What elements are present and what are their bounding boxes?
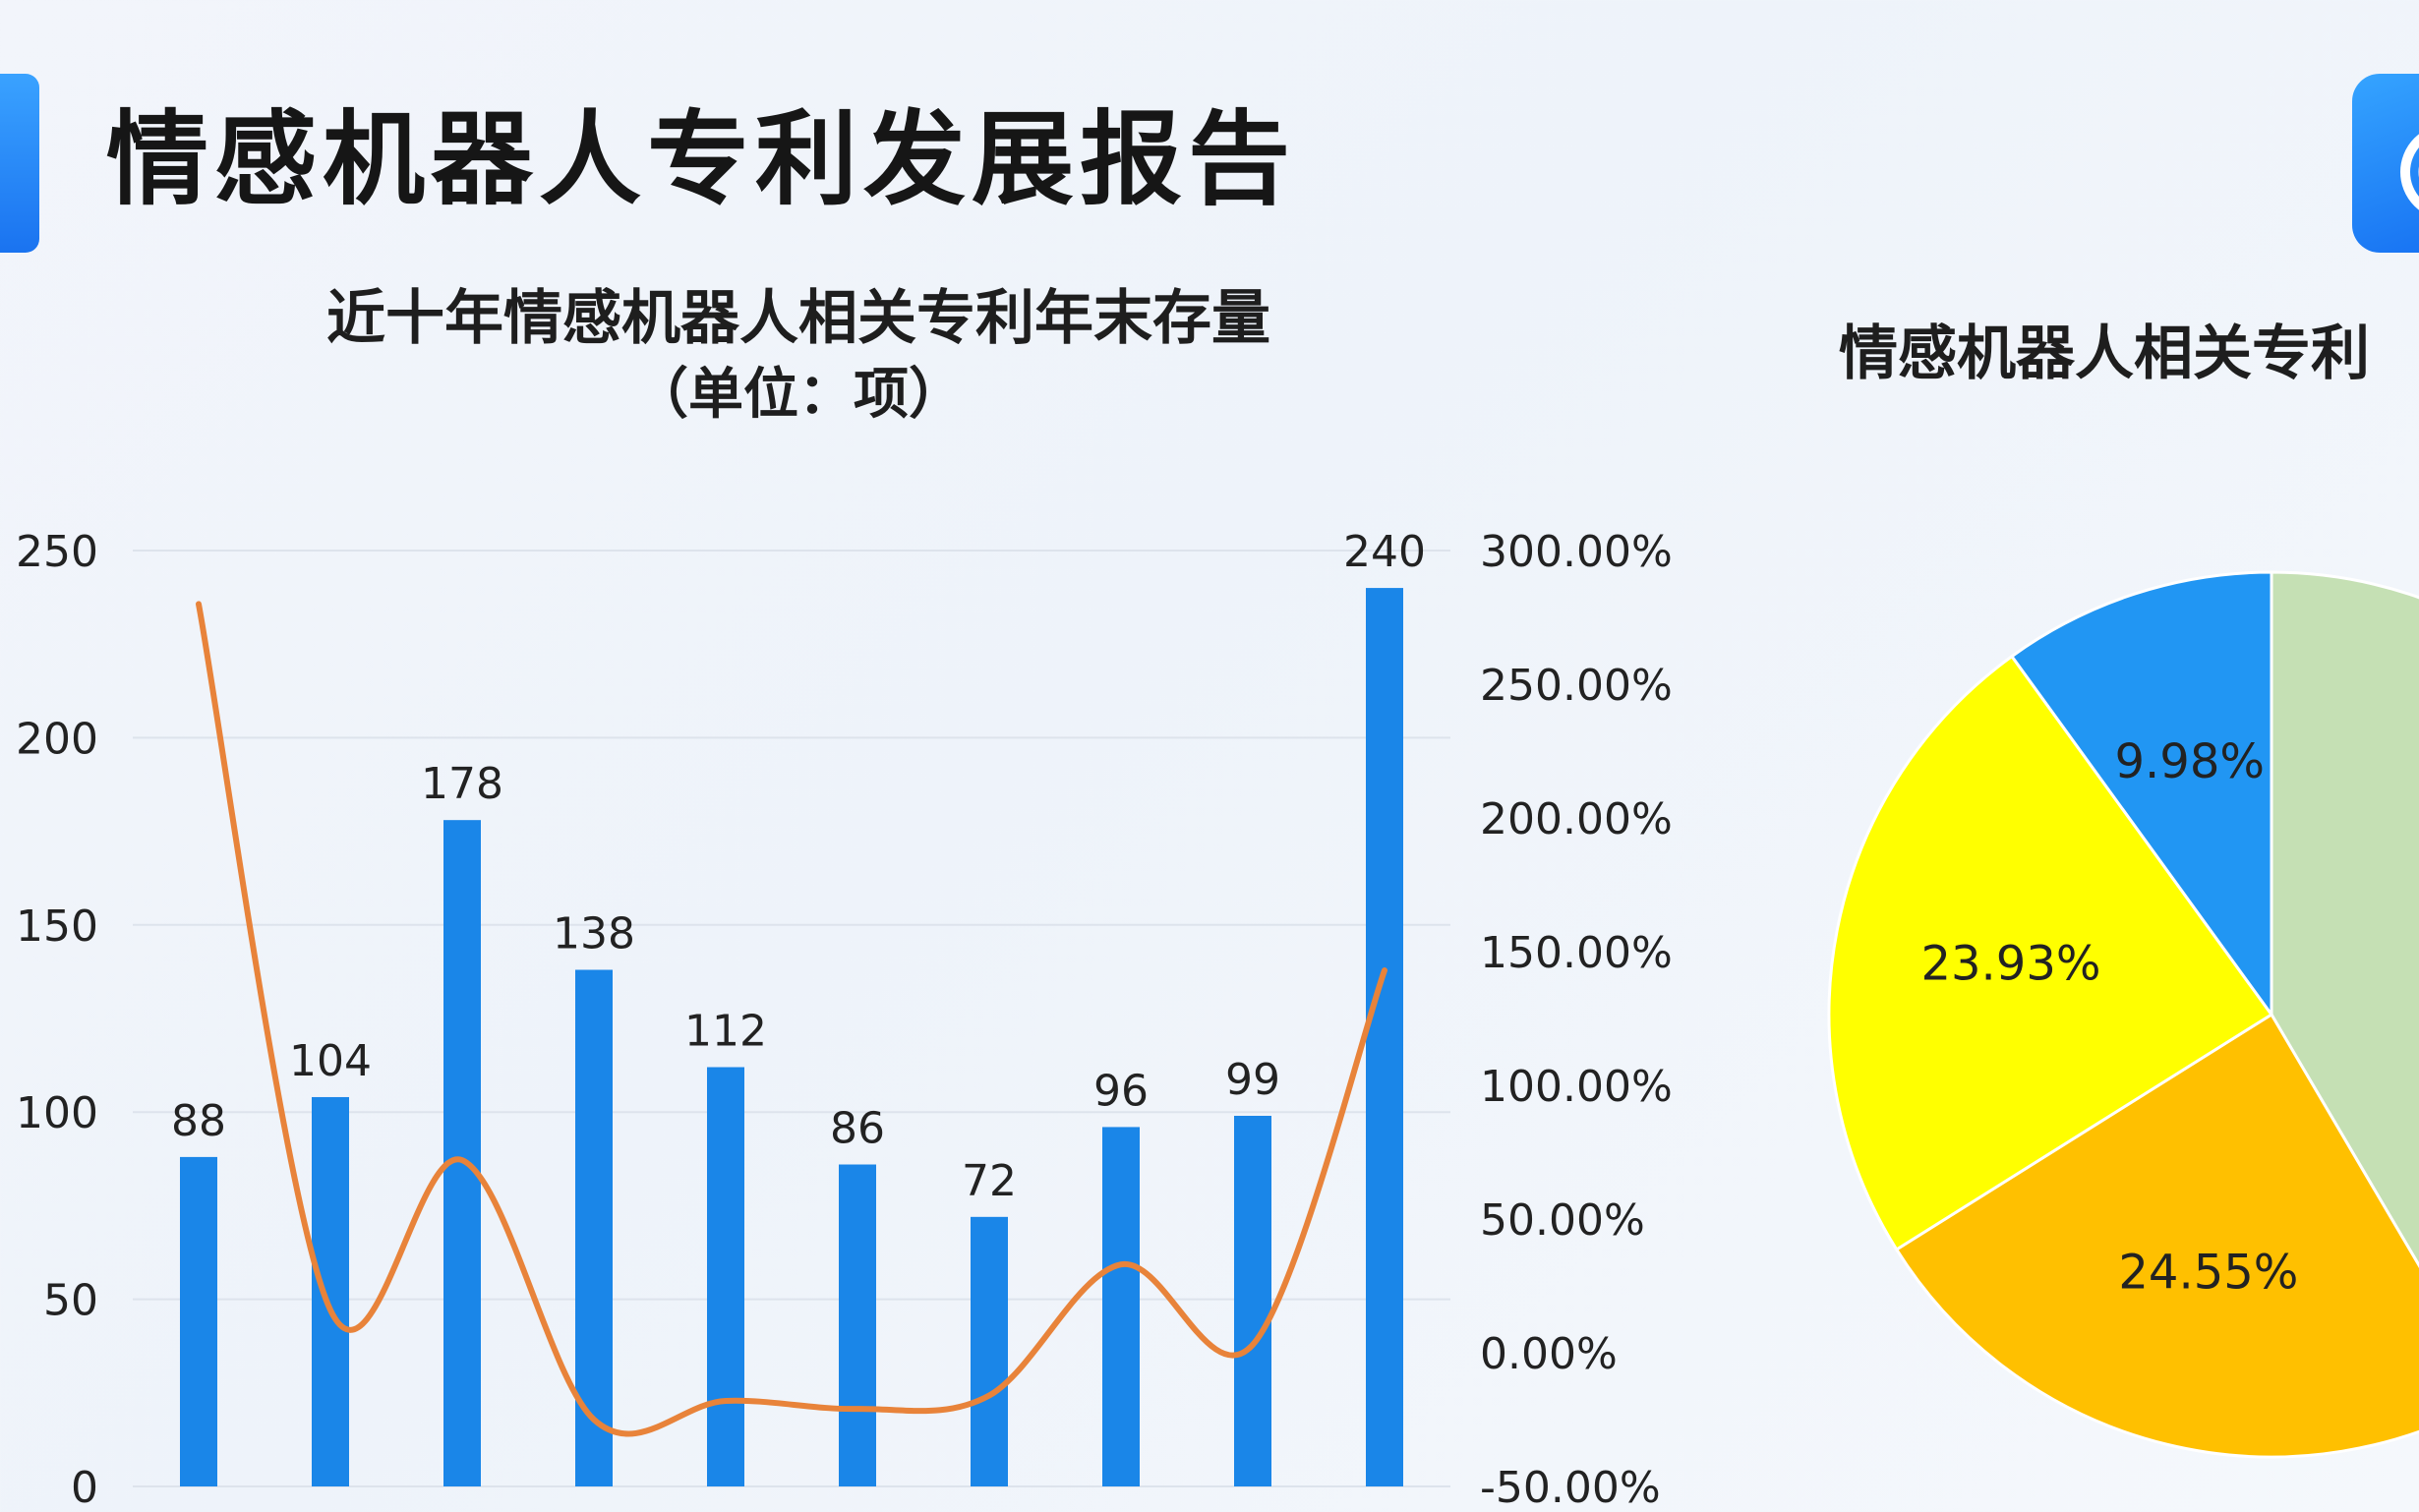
pie-slice-label: 24.55% xyxy=(2118,1245,2298,1300)
bar-chart-subtitle: （单位：项） xyxy=(633,363,964,427)
bar-value-label: 72 xyxy=(962,1156,1017,1206)
bar xyxy=(312,1096,349,1486)
pie-slice xyxy=(1894,1012,2419,1459)
pie-slice-label: 9.98% xyxy=(2114,734,2264,789)
pie-slice xyxy=(1827,654,2274,1252)
y-tick-label: 150 xyxy=(16,901,98,952)
growth-rate-line xyxy=(196,601,1387,1437)
logo-icon xyxy=(2352,74,2419,253)
bar-value-label: 99 xyxy=(1225,1055,1280,1105)
bar xyxy=(839,1164,876,1486)
pie-chart-title: 情感机器人相关专利 xyxy=(1839,320,2370,388)
bar xyxy=(180,1156,217,1486)
pie-slice xyxy=(2270,570,2419,1269)
bar xyxy=(1102,1127,1140,1486)
pie-slice xyxy=(2009,570,2273,1019)
y-tick-label: 50 xyxy=(43,1276,98,1326)
y2-tick-label: 200.00% xyxy=(1480,794,1673,844)
bar-value-label: 112 xyxy=(684,1007,767,1057)
bar xyxy=(575,969,613,1486)
bar xyxy=(707,1067,744,1486)
y2-tick-label: -50.00% xyxy=(1480,1463,1661,1512)
bar xyxy=(1234,1116,1271,1486)
y-tick-label: 100 xyxy=(16,1088,98,1138)
y-tick-label: 0 xyxy=(71,1463,98,1512)
bar xyxy=(1366,588,1403,1486)
page-title: 情感机器人专利发展报告 xyxy=(106,99,1297,219)
bar-value-label: 240 xyxy=(1343,527,1426,577)
bar-value-label: 86 xyxy=(830,1104,885,1154)
bar xyxy=(971,1216,1008,1486)
bar-value-label: 178 xyxy=(421,759,503,809)
title-accent-bar xyxy=(0,74,39,253)
y2-tick-label: 100.00% xyxy=(1480,1062,1673,1112)
y2-tick-label: 150.00% xyxy=(1480,928,1673,978)
bar-value-label: 88 xyxy=(171,1096,226,1146)
bar xyxy=(443,820,481,1486)
y2-tick-label: 250.00% xyxy=(1480,661,1673,711)
y2-tick-label: 300.00% xyxy=(1480,527,1673,577)
y-tick-label: 200 xyxy=(16,714,98,764)
bar-value-label: 138 xyxy=(553,908,635,959)
bar-value-label: 96 xyxy=(1093,1066,1149,1116)
y2-tick-label: 50.00% xyxy=(1480,1195,1645,1246)
bar-chart-title: 近十年情感机器人相关专利年末存量 xyxy=(326,284,1270,353)
y2-tick-label: 0.00% xyxy=(1480,1329,1618,1379)
pie-slice-label: 23.93% xyxy=(1920,936,2100,991)
y-tick-label: 250 xyxy=(16,527,98,577)
bar-value-label: 104 xyxy=(289,1036,372,1086)
